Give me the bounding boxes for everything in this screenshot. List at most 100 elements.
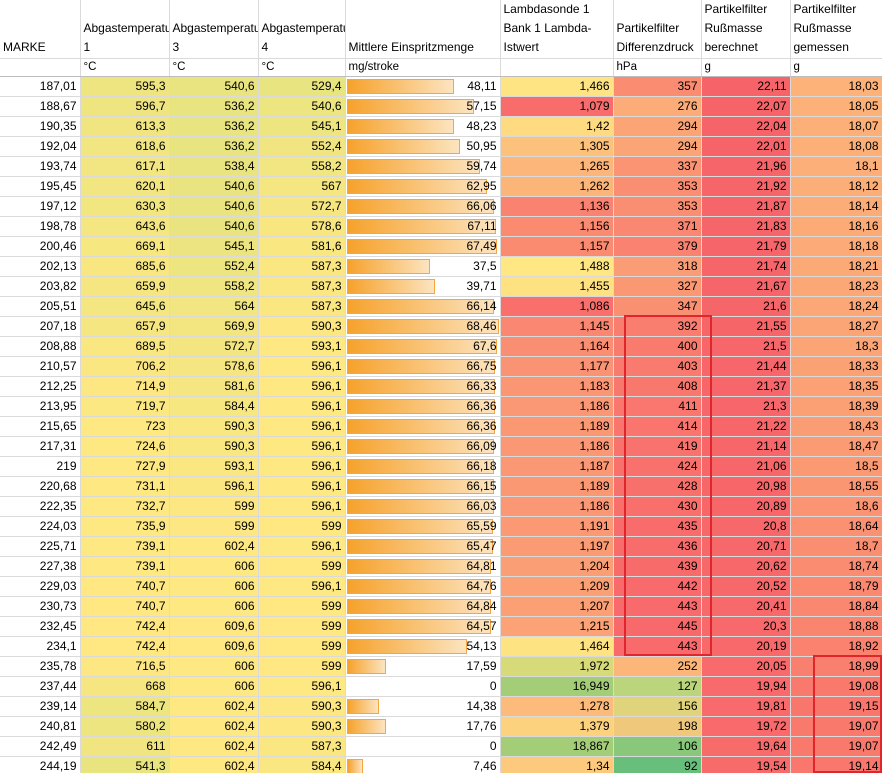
cell-russmasse-gemessen[interactable]: 18,92 bbox=[790, 636, 882, 657]
cell-abgastemp-3[interactable]: 536,2 bbox=[169, 96, 259, 117]
cell-lambda[interactable]: 1,42 bbox=[500, 116, 614, 137]
cell-differenzdruck[interactable]: 392 bbox=[613, 316, 702, 337]
cell-russmasse-gemessen[interactable]: 19,15 bbox=[790, 696, 882, 717]
cell-marke[interactable]: 188,67 bbox=[0, 96, 81, 117]
cell-einspritzmenge[interactable]: 64,57 bbox=[345, 616, 501, 637]
cell-abgastemp-3[interactable]: 536,2 bbox=[169, 116, 259, 137]
cell-russmasse-berechnet[interactable]: 20,71 bbox=[701, 536, 791, 557]
cell-marke[interactable]: 230,73 bbox=[0, 596, 81, 617]
cell-russmasse-berechnet[interactable]: 20,3 bbox=[701, 616, 791, 637]
cell-abgastemp-1[interactable]: 668 bbox=[80, 676, 170, 697]
cell-abgastemp-1[interactable]: 618,6 bbox=[80, 136, 170, 157]
cell-abgastemp-3[interactable]: 606 bbox=[169, 676, 259, 697]
cell-marke[interactable]: 239,14 bbox=[0, 696, 81, 717]
cell-abgastemp-3[interactable]: 590,3 bbox=[169, 436, 259, 457]
cell-abgastemp-4[interactable]: 596,1 bbox=[258, 496, 346, 517]
cell-abgastemp-1[interactable]: 735,9 bbox=[80, 516, 170, 537]
cell-abgastemp-4[interactable]: 596,1 bbox=[258, 536, 346, 557]
cell-lambda[interactable]: 1,189 bbox=[500, 416, 614, 437]
cell-abgastemp-3[interactable]: 593,1 bbox=[169, 456, 259, 477]
cell-russmasse-gemessen[interactable]: 19,07 bbox=[790, 736, 882, 757]
cell-abgastemp-1[interactable]: 740,7 bbox=[80, 596, 170, 617]
cell-russmasse-gemessen[interactable]: 19,08 bbox=[790, 676, 882, 697]
cell-russmasse-gemessen[interactable]: 18,16 bbox=[790, 216, 882, 237]
column-header-russmasse-berechnet[interactable]: Partikelfilter Rußmasse berechnet bbox=[701, 0, 791, 59]
cell-abgastemp-3[interactable]: 599 bbox=[169, 496, 259, 517]
cell-abgastemp-4[interactable]: 552,4 bbox=[258, 136, 346, 157]
cell-abgastemp-1[interactable]: 645,6 bbox=[80, 296, 170, 317]
cell-abgastemp-4[interactable]: 590,3 bbox=[258, 696, 346, 717]
cell-lambda[interactable]: 1,204 bbox=[500, 556, 614, 577]
cell-marke[interactable]: 244,19 bbox=[0, 756, 81, 773]
cell-differenzdruck[interactable]: 353 bbox=[613, 196, 702, 217]
unit-abgastemp-4[interactable]: °C bbox=[258, 58, 346, 77]
cell-lambda[interactable]: 1,086 bbox=[500, 296, 614, 317]
cell-lambda[interactable]: 1,215 bbox=[500, 616, 614, 637]
cell-marke[interactable]: 235,78 bbox=[0, 656, 81, 677]
cell-abgastemp-1[interactable]: 541,3 bbox=[80, 756, 170, 773]
cell-einspritzmenge[interactable]: 66,33 bbox=[345, 376, 501, 397]
cell-einspritzmenge[interactable]: 62,95 bbox=[345, 176, 501, 197]
cell-marke[interactable]: 192,04 bbox=[0, 136, 81, 157]
cell-marke[interactable]: 224,03 bbox=[0, 516, 81, 537]
cell-marke[interactable]: 242,49 bbox=[0, 736, 81, 757]
cell-einspritzmenge[interactable]: 67,49 bbox=[345, 236, 501, 257]
cell-differenzdruck[interactable]: 357 bbox=[613, 76, 702, 97]
cell-russmasse-gemessen[interactable]: 18,24 bbox=[790, 296, 882, 317]
cell-lambda[interactable]: 1,207 bbox=[500, 596, 614, 617]
cell-einspritzmenge[interactable]: 0 bbox=[345, 676, 501, 697]
column-header-abgastemp-4[interactable]: Abgastemperatursensor 4 bbox=[258, 0, 346, 59]
cell-marke[interactable]: 200,46 bbox=[0, 236, 81, 257]
cell-marke[interactable]: 222,35 bbox=[0, 496, 81, 517]
cell-russmasse-berechnet[interactable]: 20,41 bbox=[701, 596, 791, 617]
cell-russmasse-gemessen[interactable]: 18,12 bbox=[790, 176, 882, 197]
cell-einspritzmenge[interactable]: 66,36 bbox=[345, 396, 501, 417]
cell-russmasse-berechnet[interactable]: 21,79 bbox=[701, 236, 791, 257]
cell-russmasse-gemessen[interactable]: 18,08 bbox=[790, 136, 882, 157]
cell-einspritzmenge[interactable]: 64,76 bbox=[345, 576, 501, 597]
cell-differenzdruck[interactable]: 411 bbox=[613, 396, 702, 417]
cell-abgastemp-3[interactable]: 596,1 bbox=[169, 476, 259, 497]
cell-russmasse-gemessen[interactable]: 18,47 bbox=[790, 436, 882, 457]
cell-russmasse-berechnet[interactable]: 21,67 bbox=[701, 276, 791, 297]
cell-differenzdruck[interactable]: 347 bbox=[613, 296, 702, 317]
cell-einspritzmenge[interactable]: 48,11 bbox=[345, 76, 501, 97]
cell-marke[interactable]: 193,74 bbox=[0, 156, 81, 177]
cell-abgastemp-3[interactable]: 540,6 bbox=[169, 176, 259, 197]
cell-differenzdruck[interactable]: 428 bbox=[613, 476, 702, 497]
cell-lambda[interactable]: 1,972 bbox=[500, 656, 614, 677]
cell-lambda[interactable]: 1,34 bbox=[500, 756, 614, 773]
cell-abgastemp-1[interactable]: 613,3 bbox=[80, 116, 170, 137]
cell-lambda[interactable]: 1,278 bbox=[500, 696, 614, 717]
cell-lambda[interactable]: 1,145 bbox=[500, 316, 614, 337]
cell-marke[interactable]: 205,51 bbox=[0, 296, 81, 317]
cell-russmasse-gemessen[interactable]: 18,43 bbox=[790, 416, 882, 437]
unit-lambda[interactable] bbox=[500, 58, 614, 77]
cell-abgastemp-3[interactable]: 540,6 bbox=[169, 216, 259, 237]
cell-abgastemp-3[interactable]: 578,6 bbox=[169, 356, 259, 377]
cell-russmasse-gemessen[interactable]: 18,39 bbox=[790, 396, 882, 417]
cell-abgastemp-4[interactable]: 587,3 bbox=[258, 736, 346, 757]
cell-abgastemp-3[interactable]: 540,6 bbox=[169, 76, 259, 97]
cell-lambda[interactable]: 1,488 bbox=[500, 256, 614, 277]
cell-marke[interactable]: 232,45 bbox=[0, 616, 81, 637]
cell-einspritzmenge[interactable]: 57,15 bbox=[345, 96, 501, 117]
cell-abgastemp-4[interactable]: 584,4 bbox=[258, 756, 346, 773]
cell-marke[interactable]: 213,95 bbox=[0, 396, 81, 417]
cell-abgastemp-4[interactable]: 596,1 bbox=[258, 436, 346, 457]
cell-abgastemp-1[interactable]: 580,2 bbox=[80, 716, 170, 737]
cell-differenzdruck[interactable]: 442 bbox=[613, 576, 702, 597]
cell-marke[interactable]: 240,81 bbox=[0, 716, 81, 737]
cell-russmasse-gemessen[interactable]: 18,99 bbox=[790, 656, 882, 677]
cell-abgastemp-1[interactable]: 706,2 bbox=[80, 356, 170, 377]
cell-abgastemp-4[interactable]: 596,1 bbox=[258, 416, 346, 437]
column-header-abgastemp-3[interactable]: Abgastemperatursensor 3 bbox=[169, 0, 259, 59]
cell-abgastemp-3[interactable]: 590,3 bbox=[169, 416, 259, 437]
cell-differenzdruck[interactable]: 294 bbox=[613, 116, 702, 137]
cell-russmasse-berechnet[interactable]: 21,44 bbox=[701, 356, 791, 377]
cell-lambda[interactable]: 1,455 bbox=[500, 276, 614, 297]
cell-einspritzmenge[interactable]: 54,13 bbox=[345, 636, 501, 657]
cell-abgastemp-3[interactable]: 602,4 bbox=[169, 536, 259, 557]
cell-einspritzmenge[interactable]: 66,14 bbox=[345, 296, 501, 317]
cell-abgastemp-3[interactable]: 599 bbox=[169, 516, 259, 537]
